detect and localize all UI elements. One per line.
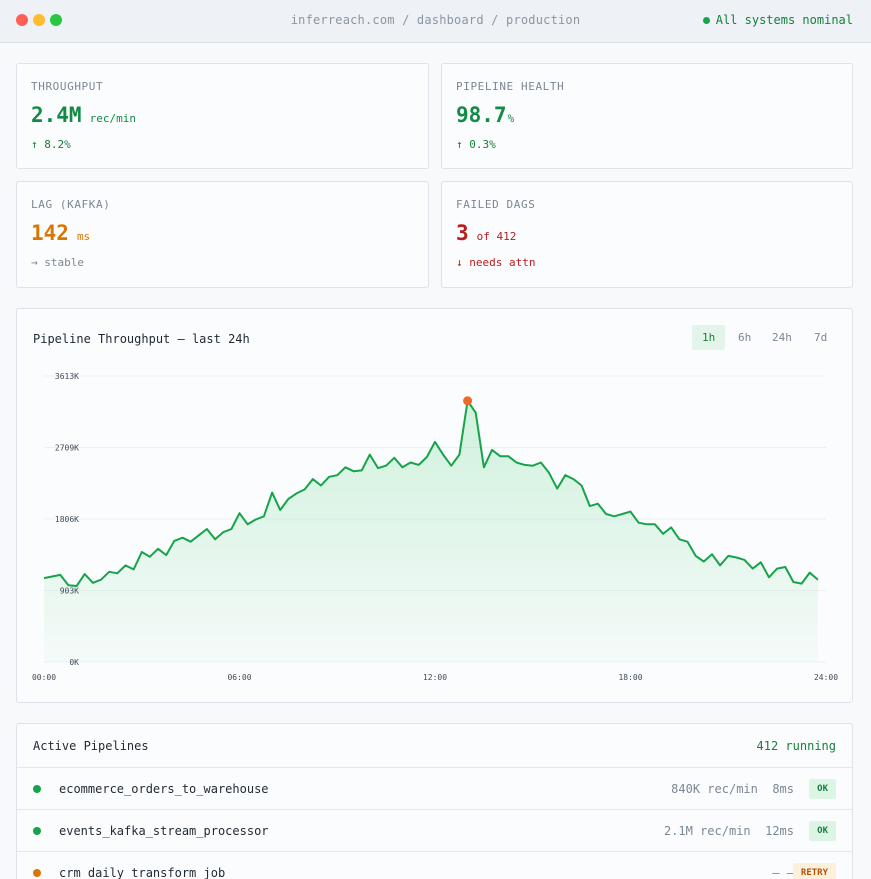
pipeline-name: ecommerce_orders_to_warehouse xyxy=(59,782,269,796)
close-window-button[interactable] xyxy=(16,14,28,26)
breadcrumb: inferreach.com / dashboard / production xyxy=(290,13,581,27)
pipeline-metrics: — — xyxy=(772,866,794,879)
kpi-number: 3 xyxy=(456,221,469,245)
y-tick-label: 3613K xyxy=(55,372,79,381)
x-tick-label: 12:00 xyxy=(423,673,447,682)
kpi-card-kafka-lag: LAG (KAFKA) 142 ms → stable xyxy=(16,181,429,288)
kpi-card-throughput: THROUGHPUT 2.4M rec/min ↑ 8.2% xyxy=(16,63,429,169)
x-tick-label: 00:00 xyxy=(32,673,56,682)
x-tick-label: 24:00 xyxy=(814,673,838,682)
pipelines-title: Active Pipelines xyxy=(33,739,149,753)
throughput-chart-card: Pipeline Throughput — last 24h 1h 6h 24h… xyxy=(16,308,853,703)
kpi-label: PIPELINE HEALTH xyxy=(456,80,565,93)
pipeline-metrics: 840K rec/min 8ms xyxy=(671,782,794,796)
status-dot-icon xyxy=(702,16,710,24)
kpi-delta: → stable xyxy=(31,256,84,269)
kpi-number: 98.7 xyxy=(456,103,507,127)
status-dot-icon xyxy=(33,827,41,835)
system-status: All systems nominal xyxy=(702,13,853,27)
pipelines-count: 412 running xyxy=(756,739,836,753)
kpi-unit: % xyxy=(507,112,515,125)
y-tick-label: 903K xyxy=(60,587,79,596)
range-button-24h[interactable]: 24h xyxy=(772,331,792,344)
chart-series-line xyxy=(43,399,819,587)
y-tick-label: 2709K xyxy=(55,444,79,453)
status-dot-icon xyxy=(33,785,41,793)
kpi-card-failed-dags: FAILED DAGS 3 of 412 ↓ needs attn xyxy=(441,181,853,288)
active-pipelines-card: Active Pipelines 412 running ecommerce_o… xyxy=(16,723,853,879)
throughput-chart: 0K 903K 1806K 2709K 3613K 00:00 06:00 12:00 18:0… xyxy=(32,372,838,682)
x-tick-label: 18:00 xyxy=(618,673,642,682)
range-button-6h[interactable]: 6h xyxy=(738,331,752,344)
x-tick-label: 06:00 xyxy=(227,673,251,682)
kpi-number: 142 xyxy=(31,221,69,245)
range-button-7d[interactable]: 7d xyxy=(814,331,828,344)
pipeline-metrics: 2.1M rec/min 12ms xyxy=(663,824,794,838)
window-titlebar: inferreach.com / dashboard / production … xyxy=(0,0,871,43)
kpi-number: 2.4M xyxy=(31,103,82,127)
kpi-label: LAG (KAFKA) xyxy=(31,198,111,211)
pipeline-name: events_kafka_stream_processor xyxy=(59,824,269,838)
kpi-value: 2.4M rec/min xyxy=(31,103,136,127)
status-badge: OK xyxy=(809,779,836,799)
kpi-delta: ↑ 8.2% xyxy=(31,138,71,151)
kpi-unit: rec/min xyxy=(89,112,136,125)
kpi-unit: ms xyxy=(76,230,91,243)
kpi-value: 142 ms xyxy=(31,221,90,245)
status-badge: OK xyxy=(809,821,836,841)
pipelines-header: Active Pipelines 412 running xyxy=(17,724,852,768)
kpi-unit: of 412 xyxy=(476,230,517,243)
kpi-value: 3 of 412 xyxy=(456,221,516,245)
peak-marker xyxy=(463,396,473,406)
kpi-value: 98.7% xyxy=(456,103,514,127)
chart-area-fill xyxy=(44,400,818,662)
kpi-label: THROUGHPUT xyxy=(31,80,104,93)
kpi-label: FAILED DAGS xyxy=(456,198,536,211)
minimize-window-button[interactable] xyxy=(33,14,45,26)
pipeline-row[interactable]: ecommerce_orders_to_warehouse 840K rec/m… xyxy=(17,768,852,810)
y-tick-label: 1806K xyxy=(55,515,79,524)
kpi-delta: ↑ 0.3% xyxy=(456,138,496,151)
pipeline-row[interactable]: crm_daily_transform_job — — RETRY xyxy=(17,852,852,879)
pipeline-row[interactable]: events_kafka_stream_processor 2.1M rec/m… xyxy=(17,810,852,852)
pipeline-name: crm_daily_transform_job xyxy=(59,866,226,879)
status-dot-icon xyxy=(33,869,41,877)
kpi-card-pipeline-health: PIPELINE HEALTH 98.7% ↑ 0.3% xyxy=(441,63,853,169)
maximize-window-button[interactable] xyxy=(50,14,62,26)
status-badge: RETRY xyxy=(792,863,836,879)
chart-title: Pipeline Throughput — last 24h xyxy=(33,332,250,346)
kpi-delta: ↓ needs attn xyxy=(456,256,536,269)
range-button-1h[interactable]: 1h xyxy=(692,325,726,350)
y-tick-label: 0K xyxy=(69,658,79,667)
status-text: All systems nominal xyxy=(715,13,853,27)
